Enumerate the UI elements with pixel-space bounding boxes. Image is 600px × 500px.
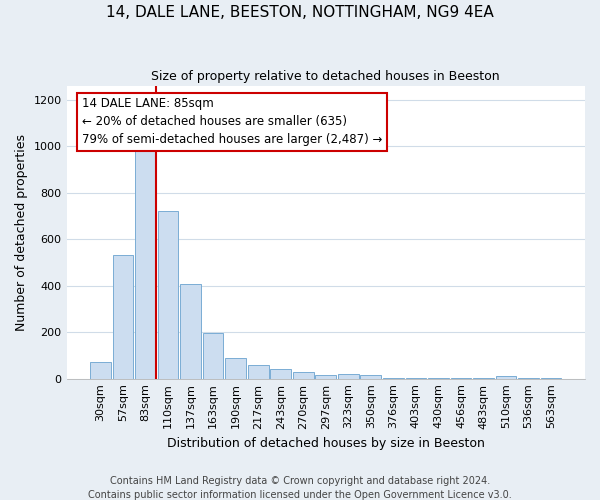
Bar: [158, 211, 178, 378]
Text: 14, DALE LANE, BEESTON, NOTTINGHAM, NG9 4EA: 14, DALE LANE, BEESTON, NOTTINGHAM, NG9 …: [106, 5, 494, 20]
Bar: [271, 370, 291, 378]
Bar: [113, 256, 133, 378]
Bar: [293, 372, 314, 378]
X-axis label: Distribution of detached houses by size in Beeston: Distribution of detached houses by size …: [167, 437, 485, 450]
Bar: [338, 374, 359, 378]
Bar: [203, 334, 223, 378]
Y-axis label: Number of detached properties: Number of detached properties: [15, 134, 28, 330]
Bar: [135, 146, 156, 378]
Text: Contains HM Land Registry data © Crown copyright and database right 2024.
Contai: Contains HM Land Registry data © Crown c…: [88, 476, 512, 500]
Text: 14 DALE LANE: 85sqm
← 20% of detached houses are smaller (635)
79% of semi-detac: 14 DALE LANE: 85sqm ← 20% of detached ho…: [82, 98, 382, 146]
Title: Size of property relative to detached houses in Beeston: Size of property relative to detached ho…: [151, 70, 500, 83]
Bar: [248, 364, 269, 378]
Bar: [90, 362, 111, 378]
Bar: [316, 375, 336, 378]
Bar: [225, 358, 246, 378]
Bar: [361, 375, 381, 378]
Bar: [496, 376, 517, 378]
Bar: [180, 284, 201, 378]
